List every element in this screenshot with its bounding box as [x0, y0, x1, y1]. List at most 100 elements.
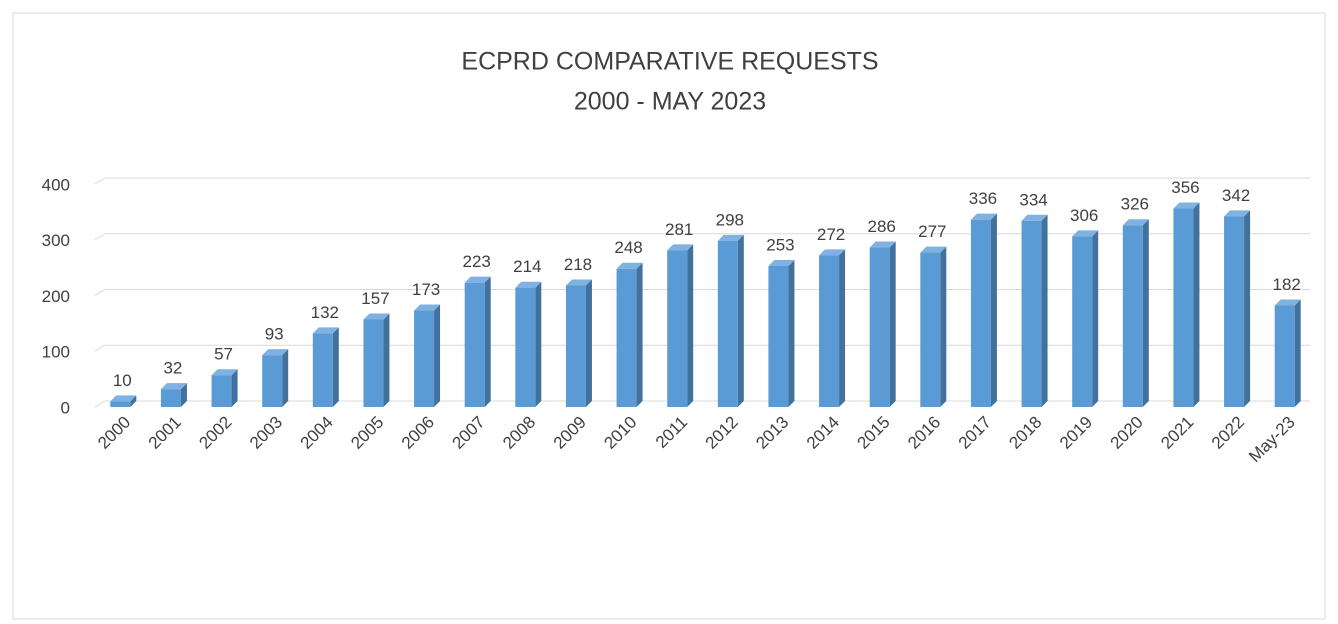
y-tick-label: 400 [42, 175, 70, 194]
bar-top [819, 249, 846, 256]
bar-side [1092, 230, 1099, 407]
bar-side [940, 246, 947, 407]
chart-title: ECPRD COMPARATIVE REQUESTS [461, 48, 878, 76]
grid-line [94, 177, 106, 185]
y-tick-label: 300 [42, 231, 70, 250]
bar-side [737, 234, 744, 407]
value-label: 334 [1019, 190, 1047, 209]
y-tick-label: 200 [42, 287, 70, 306]
bar [211, 375, 232, 407]
bar-side [383, 313, 390, 407]
value-label: 93 [265, 325, 284, 344]
grid-line [94, 233, 106, 241]
y-tick-label: 0 [61, 398, 70, 417]
grid-line [94, 289, 106, 296]
value-label: 356 [1171, 178, 1199, 197]
value-label: 253 [766, 235, 794, 254]
value-label: 336 [969, 189, 997, 208]
bar-side [788, 259, 795, 407]
bar [515, 287, 536, 407]
bar [1173, 208, 1194, 407]
bar-top [110, 395, 137, 402]
value-label: 214 [513, 257, 541, 276]
bar-side [585, 279, 592, 407]
bar [920, 252, 941, 407]
bar [464, 282, 485, 407]
value-label: 306 [1070, 206, 1098, 225]
bar [616, 268, 637, 407]
bar [717, 240, 738, 407]
bar-side [687, 244, 694, 407]
value-label: 157 [361, 289, 389, 308]
bar-side [1142, 219, 1149, 407]
bar-side [839, 249, 846, 407]
bar [1072, 236, 1093, 407]
bar-side [535, 281, 542, 407]
bar [160, 389, 181, 407]
bar [1122, 225, 1143, 407]
bar-side [484, 276, 491, 407]
bar-side [990, 213, 997, 407]
bar-top [262, 349, 289, 356]
bar [869, 247, 890, 407]
bar-top [312, 327, 339, 334]
value-label: 298 [716, 210, 744, 229]
bar-side [180, 383, 187, 407]
bar-top [1122, 219, 1149, 226]
bar-top [1173, 202, 1200, 209]
bar-side [282, 349, 289, 407]
value-label: 32 [163, 359, 182, 378]
grid-line [94, 400, 106, 408]
grid-line [94, 344, 106, 352]
value-label: 342 [1222, 186, 1250, 205]
value-label: 223 [463, 252, 491, 271]
bar-top [1274, 299, 1301, 306]
bar [414, 310, 435, 407]
bar [1274, 305, 1295, 407]
bar [819, 255, 840, 407]
bar [970, 219, 991, 407]
bar [110, 401, 131, 407]
bar-top [1224, 210, 1251, 217]
bar [768, 265, 789, 407]
bar-top [464, 276, 491, 283]
chart-subtitle: 2000 - MAY 2023 [574, 88, 766, 116]
bar-side [1041, 214, 1048, 407]
bar-top [768, 259, 795, 266]
value-label: 281 [665, 220, 693, 239]
bar [312, 333, 333, 407]
bar-side [1193, 202, 1200, 407]
value-label: 173 [412, 280, 440, 299]
y-tick-label: 100 [42, 343, 70, 362]
value-label: 248 [614, 238, 642, 257]
value-label: 286 [868, 217, 896, 236]
bar-side [130, 395, 137, 407]
bar-side [434, 304, 441, 407]
value-label: 182 [1273, 275, 1301, 294]
value-label: 272 [817, 225, 845, 244]
bar-top [717, 234, 744, 241]
bar-top [970, 213, 997, 220]
bar-top [211, 369, 238, 376]
bar [1224, 216, 1245, 407]
value-label: 57 [214, 345, 233, 364]
bar [565, 285, 586, 407]
bar-side [332, 327, 339, 407]
value-label: 132 [311, 303, 339, 322]
bar [667, 250, 688, 407]
bar-top [920, 246, 947, 253]
bar-top [616, 262, 643, 269]
value-label: 326 [1121, 195, 1149, 214]
bar-top [414, 304, 441, 311]
bar-top [1021, 214, 1048, 221]
bar-top [160, 383, 187, 390]
value-label: 218 [564, 255, 592, 274]
bar [363, 319, 384, 407]
bar-top [1072, 230, 1099, 237]
bar-top [363, 313, 390, 320]
bar-top [667, 244, 694, 251]
bar-side [636, 262, 643, 407]
bar-side [1294, 299, 1301, 407]
bar-side [1244, 210, 1251, 407]
